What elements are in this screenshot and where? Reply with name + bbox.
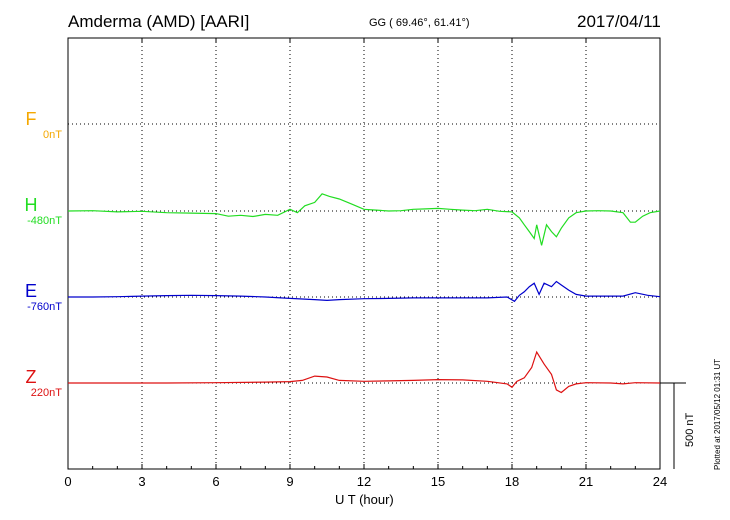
component-h-name: H — [24, 195, 38, 215]
grid — [68, 38, 660, 469]
x-tick-label: 21 — [579, 474, 593, 489]
x-ticks: 0 3 6 9 12 15 18 21 24 — [64, 38, 667, 489]
component-e-name: E — [24, 281, 37, 301]
component-z-name: Z — [25, 367, 37, 387]
x-axis-label: U T (hour) — [335, 492, 394, 507]
component-z-label: Z 220nT — [0, 367, 63, 400]
series-line-e — [68, 280, 661, 303]
geographic-coordinates: GG ( 69.46°, 61.41°) — [369, 17, 470, 29]
series-lines — [67, 193, 661, 394]
x-tick-label: 3 — [138, 474, 145, 489]
component-h-baseline: -480nT — [27, 215, 62, 227]
chart-date: 2017/04/11 — [577, 12, 661, 31]
series-line-h — [67, 193, 661, 246]
component-f-name: F — [25, 109, 37, 129]
x-tick-label: 6 — [212, 474, 219, 489]
x-tick-label: 12 — [357, 474, 371, 489]
component-e-baseline: -760nT — [27, 301, 62, 313]
station-title: Amderma (AMD) [AARI] — [68, 12, 250, 31]
component-f-baseline: 0nT — [43, 129, 62, 141]
x-tick-label: 24 — [653, 474, 667, 489]
component-f-label: F 0nT — [0, 109, 63, 142]
x-tick-label: 9 — [286, 474, 293, 489]
x-tick-label: 0 — [64, 474, 71, 489]
plotted-timestamp: Plotted at 2017/05/12 01:31 UT — [713, 358, 722, 470]
component-e-label: E -760nT — [0, 281, 62, 314]
x-tick-label: 18 — [505, 474, 519, 489]
scale-bar-label: 500 nT — [684, 412, 696, 447]
series-line-z — [68, 350, 661, 394]
component-z-baseline: 220nT — [30, 387, 62, 399]
scale-bar — [660, 382, 686, 469]
x-tick-label: 15 — [431, 474, 445, 489]
component-h-label: H -480nT — [0, 195, 63, 228]
